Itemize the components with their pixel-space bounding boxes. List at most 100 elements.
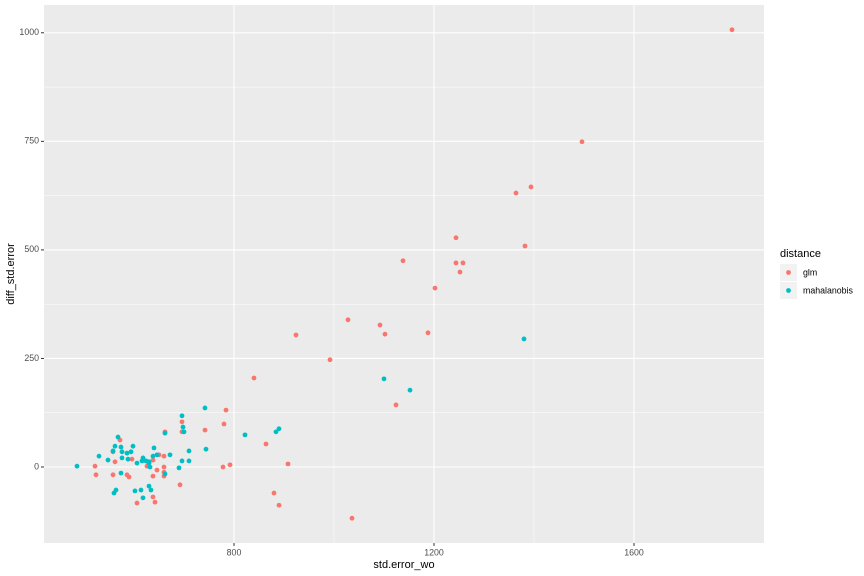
point — [522, 243, 528, 249]
point — [263, 441, 269, 447]
point — [181, 429, 187, 435]
x-tick-label: 1200 — [424, 547, 444, 557]
y-tick-label: 750 — [24, 136, 39, 146]
x-tick-label: 1600 — [624, 547, 644, 557]
point — [381, 376, 387, 382]
y-tick-label: 250 — [24, 353, 39, 363]
point — [132, 488, 138, 494]
point — [124, 450, 130, 456]
point — [162, 471, 168, 477]
point — [453, 235, 459, 241]
y-tick-label: 500 — [24, 244, 39, 254]
point — [140, 495, 146, 501]
point — [327, 357, 333, 363]
point — [407, 387, 413, 393]
point — [202, 405, 208, 411]
point — [115, 434, 121, 440]
point — [382, 331, 388, 337]
point — [460, 260, 466, 266]
point — [457, 269, 463, 275]
point — [146, 483, 152, 489]
point — [276, 426, 282, 432]
points — [74, 27, 735, 521]
point — [223, 407, 229, 413]
point — [293, 332, 299, 338]
point — [271, 490, 277, 496]
x-tick-label: 800 — [227, 547, 242, 557]
point — [579, 139, 585, 145]
point — [179, 413, 185, 419]
point — [729, 27, 735, 33]
point — [150, 494, 156, 500]
point — [152, 499, 158, 505]
point — [92, 463, 98, 469]
point — [349, 515, 355, 521]
point — [432, 285, 438, 291]
point — [139, 458, 145, 464]
point — [151, 445, 157, 451]
point — [242, 432, 248, 438]
point — [203, 446, 209, 452]
point — [227, 462, 233, 468]
point — [129, 456, 135, 462]
point — [111, 490, 117, 496]
legend-label: glm — [803, 267, 817, 277]
point — [186, 458, 192, 464]
point — [202, 427, 208, 433]
point — [154, 467, 160, 473]
point — [118, 444, 124, 450]
point — [147, 464, 153, 470]
point — [377, 322, 383, 328]
point — [112, 459, 118, 465]
point — [118, 470, 124, 476]
point — [74, 463, 80, 469]
point — [276, 502, 282, 508]
point — [138, 487, 144, 493]
point — [130, 443, 136, 449]
point — [93, 472, 99, 478]
point — [110, 448, 116, 454]
point — [400, 258, 406, 264]
point — [179, 458, 185, 464]
point — [179, 419, 185, 425]
grid — [44, 5, 764, 543]
point — [220, 464, 226, 470]
point — [528, 184, 534, 190]
legend-title: distance — [780, 248, 821, 260]
point — [186, 448, 192, 454]
point — [285, 461, 291, 467]
y-axis-title: diff_std.error — [5, 243, 17, 305]
point — [150, 473, 156, 479]
point — [148, 487, 154, 493]
point — [150, 453, 156, 459]
point — [119, 455, 125, 461]
point — [176, 465, 182, 471]
y-tick-label: 1000 — [19, 27, 39, 37]
point — [162, 430, 168, 436]
y-tick-label: 0 — [34, 461, 39, 471]
panel — [44, 5, 764, 543]
point — [154, 452, 160, 458]
point — [177, 482, 183, 488]
point — [110, 472, 116, 478]
point — [513, 190, 519, 196]
point — [161, 453, 167, 459]
legend-marker — [786, 288, 791, 293]
point — [425, 330, 431, 336]
point — [453, 260, 459, 266]
legend-label: mahalanobis — [803, 285, 853, 295]
point — [119, 449, 125, 455]
point — [150, 457, 156, 463]
point — [134, 460, 140, 466]
point — [96, 453, 102, 459]
point — [161, 464, 167, 470]
point — [128, 449, 134, 455]
point — [393, 402, 399, 408]
x-axis-title: std.error_wo — [373, 559, 434, 571]
point — [146, 460, 152, 466]
point — [273, 429, 279, 435]
point — [251, 375, 257, 381]
point — [126, 474, 132, 480]
point — [167, 452, 173, 458]
